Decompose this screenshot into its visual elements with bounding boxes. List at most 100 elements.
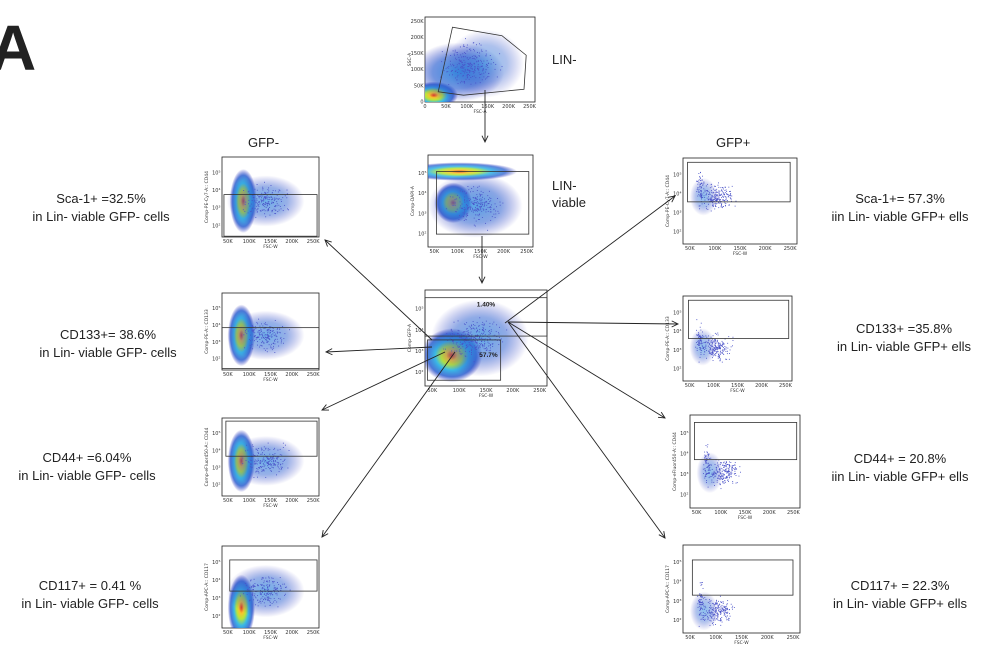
event-dot: [446, 333, 448, 335]
event-dot: [717, 477, 719, 479]
event-dot: [721, 608, 723, 610]
event-dot: [258, 460, 260, 461]
event-dot: [468, 62, 470, 64]
event-dot: [452, 63, 454, 65]
event-dot: [479, 209, 481, 211]
event-dot: [728, 471, 730, 472]
event-dot: [265, 322, 266, 324]
event-dot: [261, 453, 263, 455]
plot-gfp-pos-cd133: 50K 100K 150K 200K 250KFSC-W10²10³10⁴10⁵Comp…: [665, 295, 793, 394]
event-dot: [702, 347, 704, 349]
x-tick-label: 50K: [223, 498, 233, 504]
event-dot: [264, 597, 265, 599]
event-dot: [716, 200, 718, 202]
event-dot: [739, 466, 741, 468]
x-tick-label: 100K: [453, 388, 467, 394]
event-dot: [728, 204, 730, 206]
event-dot: [263, 582, 265, 584]
event-dot: [700, 354, 702, 356]
event-dot: [284, 458, 286, 460]
event-dot: [716, 346, 717, 348]
event-dot: [266, 194, 268, 196]
event-dot: [714, 354, 716, 356]
event-dot: [278, 209, 280, 211]
event-dot: [260, 467, 262, 469]
event-dot: [279, 190, 281, 192]
event-dot: [263, 580, 265, 582]
event-dot: [265, 584, 267, 586]
event-dot: [740, 471, 741, 473]
event-dot: [712, 349, 714, 351]
event-dot: [470, 331, 472, 333]
event-dot: [270, 464, 272, 466]
event-dot: [710, 607, 712, 608]
left-label-cd44-line2: in Lin- viable GFP- cells: [18, 468, 156, 483]
event-dot: [712, 624, 714, 626]
event-dot: [701, 197, 703, 199]
event-dot: [267, 196, 269, 198]
event-dot: [730, 193, 732, 195]
event-dot: [713, 605, 715, 607]
event-dot: [452, 340, 454, 342]
event-dot: [271, 202, 273, 204]
event-dot: [711, 468, 713, 470]
event-dot: [473, 75, 475, 77]
event-dot: [254, 461, 256, 463]
event-dot: [258, 336, 260, 338]
event-dot: [271, 591, 273, 593]
event-dot: [713, 481, 715, 483]
event-dot: [266, 351, 268, 353]
event-dot: [476, 56, 478, 58]
event-dot: [731, 472, 733, 474]
event-dot: [283, 338, 285, 340]
event-dot: [712, 613, 714, 615]
event-dot: [714, 189, 716, 191]
event-dot: [696, 334, 698, 336]
event-dot: [268, 463, 269, 465]
event-dot: [719, 620, 721, 622]
y-axis-label: Comp-PE-A:: CD133: [665, 316, 671, 361]
event-dot: [718, 199, 720, 201]
event-dot: [698, 341, 700, 343]
event-dot: [711, 354, 713, 356]
event-dot: [718, 477, 720, 479]
event-dot: [700, 603, 702, 605]
event-dot: [453, 64, 455, 66]
event-dot: [715, 194, 717, 196]
event-dot: [715, 192, 717, 194]
plot-gfp-neg-cd117-gate: [229, 559, 318, 592]
event-dot: [454, 49, 456, 51]
event-dot: [251, 456, 252, 458]
event-dot: [263, 464, 265, 466]
event-dot: [257, 470, 259, 472]
event-dot: [483, 338, 485, 340]
event-dot: [721, 340, 723, 342]
event-dot: [701, 596, 703, 598]
arrow-center-to-gfp-pos-cd133: [507, 320, 680, 328]
event-dot: [450, 329, 452, 331]
event-dot: [265, 447, 267, 449]
event-dot: [480, 338, 482, 340]
event-dot: [477, 208, 479, 210]
event-dot: [468, 198, 470, 200]
event-dot: [700, 352, 702, 354]
event-dot: [482, 192, 484, 194]
event-dot: [481, 79, 483, 81]
event-dot: [729, 473, 731, 475]
event-dot: [470, 201, 472, 203]
event-dot: [474, 328, 476, 330]
event-dot: [462, 65, 464, 67]
event-dot: [446, 71, 448, 73]
event-dot: [485, 201, 487, 203]
event-dot: [485, 350, 487, 351]
event-dot: [484, 343, 485, 345]
event-dot: [706, 192, 708, 194]
event-dot: [725, 203, 727, 204]
event-dot: [262, 577, 264, 579]
event-dot: [704, 615, 706, 617]
event-dot: [462, 332, 464, 334]
event-dot: [726, 603, 728, 605]
event-dot: [706, 474, 708, 475]
event-dot: [717, 191, 719, 193]
arrow-center-to-gfp-pos-cd117: [507, 321, 666, 539]
